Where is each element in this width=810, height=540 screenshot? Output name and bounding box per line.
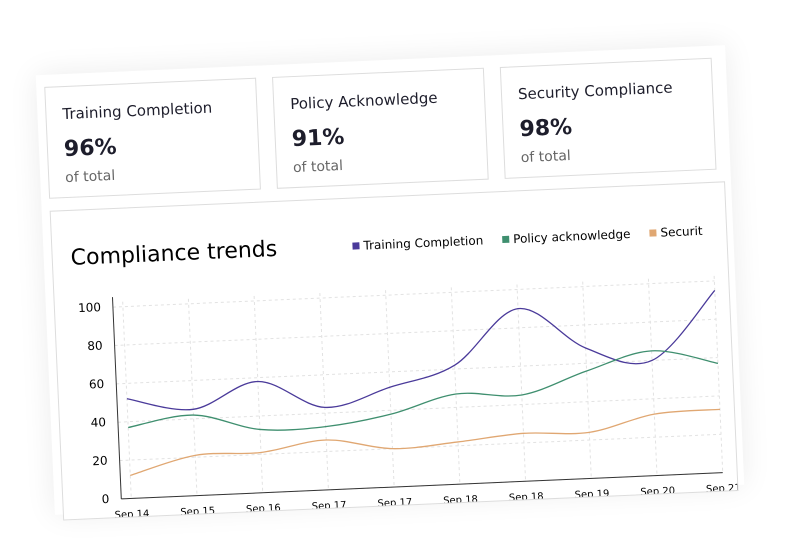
card-title: Training Completion [62, 98, 213, 124]
x-tick-label: Sep 18 [509, 492, 544, 505]
series-line [128, 350, 719, 431]
x-tick-label: Sep 20 [640, 486, 675, 499]
grid-line [112, 280, 715, 308]
grid-line-v [253, 295, 264, 493]
x-tick-label: Sep 14 [114, 509, 149, 520]
legend-swatch [352, 242, 360, 250]
y-tick-label: 60 [89, 377, 105, 392]
y-tick-label: 40 [90, 415, 106, 430]
chart-card: Compliance trends 0 20 40 60 80 100 Sep 14 Sep … [49, 181, 741, 521]
card-value: 98% [519, 114, 573, 143]
x-tick-label: Sep 17 [377, 497, 412, 510]
legend-label: Policy acknowledge [513, 227, 631, 246]
grid-line-v [713, 275, 724, 473]
series-line [130, 408, 721, 477]
x-tick-label: Sep 16 [246, 503, 281, 516]
card-sub: of total [520, 148, 572, 167]
dashboard: Training Completion 96% of total Policy … [35, 45, 745, 521]
y-tick-label: 80 [87, 339, 103, 354]
card-sub: of total [64, 167, 116, 187]
grid-line-v [319, 293, 329, 490]
kpi-card: Training Completion 96% of total [44, 77, 261, 199]
x-axis [121, 472, 723, 500]
kpi-card: Security Compliance 98% of total [499, 57, 717, 179]
x-tick-label: Sep 17 [312, 500, 347, 513]
card-value: 91% [291, 124, 345, 153]
grid-line-v [187, 298, 198, 496]
series-line [126, 290, 716, 411]
grid-line-v [450, 287, 461, 485]
x-tick-label: Sep 18 [443, 494, 478, 507]
grid-line-v [122, 301, 132, 499]
x-tick-label: Sep 19 [574, 489, 609, 502]
legend-swatch [502, 235, 510, 244]
grid-line-v [582, 281, 592, 479]
legend-label: Training Completion [362, 233, 483, 252]
grid-line [117, 395, 720, 423]
kpi-card: Policy Acknowledge 91% of total [272, 67, 489, 189]
y-tick-label: 0 [101, 492, 109, 506]
y-axis [111, 297, 122, 499]
x-tick-label: Sep 15 [180, 506, 215, 519]
legend-label: Securit [660, 224, 703, 240]
grid-line [116, 357, 718, 385]
grid-line-v [516, 284, 527, 482]
chart-title: Compliance trends [70, 237, 277, 271]
grid-line-v [647, 278, 658, 476]
grid-line [114, 318, 717, 346]
grid-line-v [385, 290, 395, 488]
y-tick-label: 20 [92, 454, 108, 469]
card-value: 96% [63, 134, 118, 163]
chart: Compliance trends 0 20 40 60 80 100 Sep 14 Sep … [70, 224, 741, 521]
card-sub: of total [292, 157, 344, 177]
x-tick-label: Sep 21 [706, 483, 738, 496]
card-title: Security Compliance [517, 78, 673, 104]
y-tick-label: 100 [78, 300, 101, 315]
legend-swatch [649, 229, 657, 237]
card-title: Policy Acknowledge [289, 88, 438, 114]
